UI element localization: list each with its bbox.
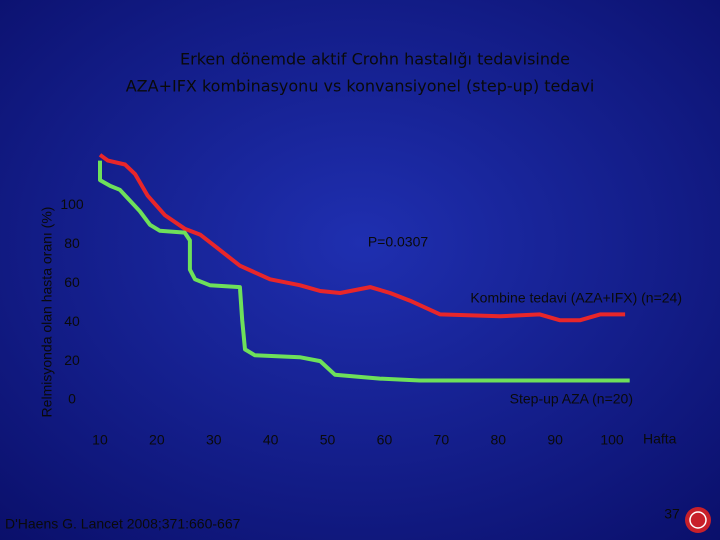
y-tick-label: 100: [60, 196, 84, 212]
x-tick-label: 30: [206, 432, 222, 448]
title-line: AZA+IFX kombinasyonu vs konvansiyonel (s…: [126, 77, 595, 96]
y-tick-label: 80: [64, 235, 80, 251]
y-axis-label: Relmisyonda olan hasta oranı (%): [39, 207, 55, 418]
x-tick-label: 20: [149, 432, 165, 448]
page-number: 37: [664, 506, 680, 522]
annotation: Step-up AZA (n=20): [510, 391, 633, 407]
y-tick-label: 20: [64, 352, 80, 368]
x-tick-label: 70: [434, 432, 450, 448]
x-tick-label: 100: [600, 432, 624, 448]
x-tick-label: 50: [320, 432, 336, 448]
logo: [685, 507, 711, 533]
x-tick-label: 10: [92, 432, 108, 448]
y-tick-label: 0: [68, 391, 76, 407]
y-tick-label: 60: [64, 274, 80, 290]
series-line: [98, 160, 630, 383]
x-tick-label: 60: [377, 432, 393, 448]
footer: D'Haens G. Lancet 2008;371:660-667: [5, 516, 241, 532]
x-tick-label: 90: [547, 432, 563, 448]
logo-ring: [689, 511, 707, 529]
annotation: Kombine tedavi (AZA+IFX) (n=24): [470, 290, 682, 306]
x-tick-label: 40: [263, 432, 279, 448]
series-line: [98, 153, 626, 323]
x-axis-label: Hafta: [643, 431, 677, 447]
x-tick-label: 80: [490, 432, 506, 448]
y-tick-label: 40: [64, 313, 80, 329]
annotation: P=0.0307: [368, 234, 429, 250]
title-line: Erken dönemde aktif Crohn hastalığı teda…: [180, 50, 570, 69]
